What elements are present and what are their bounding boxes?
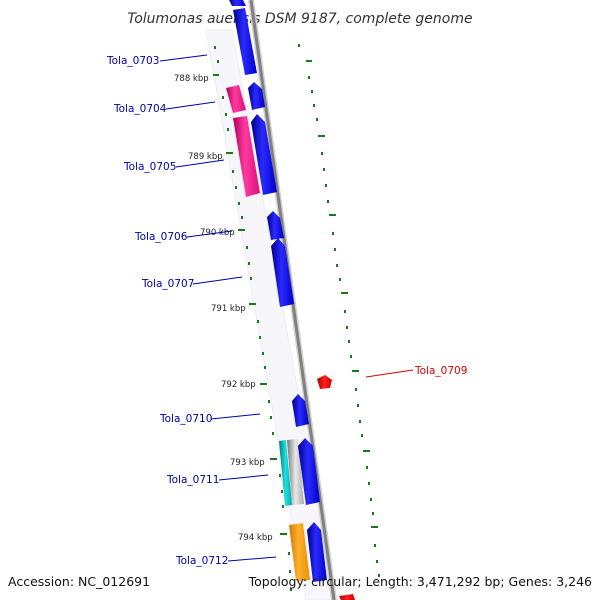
gene-label-tola-0704[interactable]: Tola_0704	[113, 103, 167, 115]
gene-label-tola-0710[interactable]: Tola_0710	[159, 413, 212, 425]
gene-label-tola-0705[interactable]: Tola_0705	[123, 161, 176, 173]
accession-text: Accession: NC_012691	[8, 574, 150, 589]
tick-track-left	[213, 46, 292, 591]
kbp-label: 789 kbp	[188, 152, 223, 162]
gene-label-tola-0712[interactable]: Tola_0712	[175, 555, 228, 567]
kbp-label: 792 kbp	[221, 380, 256, 390]
topology-text: Topology: circular; Length: 3,471,292 bp…	[248, 574, 592, 589]
tick-track-right	[298, 44, 380, 577]
gene-tola-0712[interactable]	[307, 522, 327, 582]
gene-tola-0707[interactable]	[271, 238, 294, 307]
gene-label-tola-0706[interactable]: Tola_0706	[134, 231, 188, 243]
gene-tola-0710[interactable]	[292, 394, 309, 427]
kbp-label: 788 kbp	[174, 74, 209, 84]
gene-tola-0711-reverse-b[interactable]	[287, 439, 304, 505]
gene-label-tola-0707[interactable]: Tola_0707	[141, 278, 194, 290]
gene-track	[226, 0, 355, 600]
gene-labels: Tola_0703 Tola_0704 Tola_0705 Tola_0706 …	[106, 55, 467, 567]
label-leaders	[159, 54, 414, 562]
gene-label-tola-0703[interactable]: Tola_0703	[106, 55, 159, 67]
kbp-label: 793 kbp	[230, 458, 265, 468]
gene-tola-0705-reverse[interactable]	[233, 116, 260, 197]
gene-tola-0706[interactable]	[267, 211, 284, 240]
kbp-label: 791 kbp	[211, 304, 246, 314]
kbp-label: 794 kbp	[238, 533, 273, 543]
gene-tola-0711[interactable]	[298, 438, 320, 505]
gene-tola-0704[interactable]	[248, 82, 265, 110]
gene-label-tola-0709[interactable]: Tola_0709	[414, 365, 467, 377]
gene-bottom-fragment[interactable]	[339, 594, 355, 600]
gene-top-fragment[interactable]	[229, 0, 246, 6]
map-title: Tolumonas auensis DSM 9187, complete gen…	[127, 11, 472, 27]
gene-tola-0703[interactable]	[233, 8, 257, 75]
gene-label-tola-0711[interactable]: Tola_0711	[166, 474, 219, 486]
gene-tola-0705[interactable]	[251, 114, 277, 195]
gene-tola-0712-reverse[interactable]	[289, 523, 310, 581]
gene-tola-0709[interactable]	[317, 375, 332, 389]
gene-tola-0704-reverse[interactable]	[226, 85, 246, 113]
gene-tola-0711-reverse-a[interactable]	[279, 440, 292, 506]
